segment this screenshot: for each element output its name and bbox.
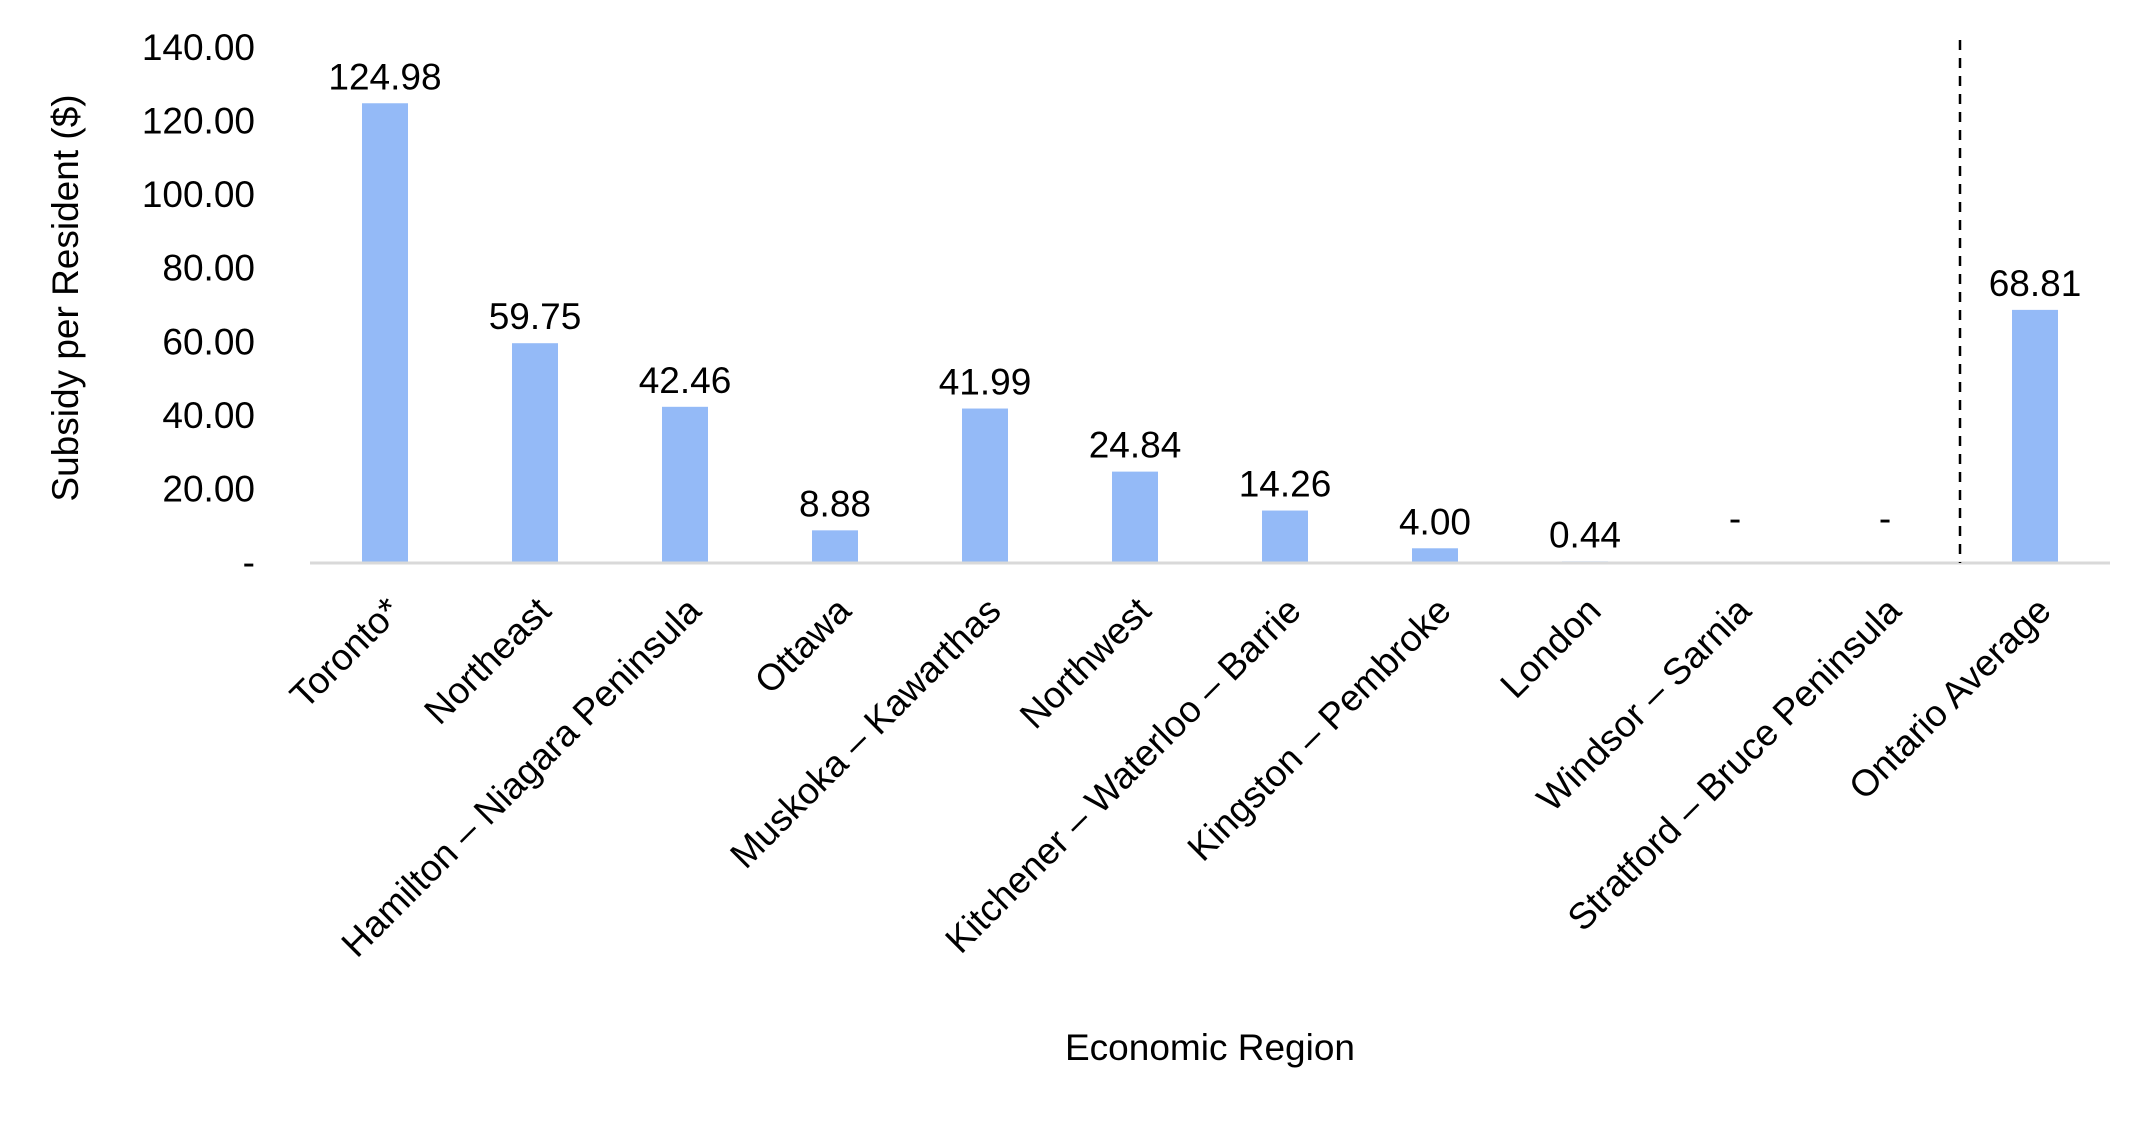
bar bbox=[1112, 471, 1158, 563]
y-tick-label: - bbox=[243, 542, 255, 583]
y-axis-title: Subsidy per Resident ($) bbox=[45, 94, 86, 501]
x-tick-label: Northwest bbox=[1012, 589, 1159, 736]
data-label: 124.98 bbox=[328, 56, 441, 97]
data-label: 14.26 bbox=[1239, 464, 1332, 505]
data-label: 68.81 bbox=[1989, 263, 2082, 304]
x-axis-title: Economic Region bbox=[1065, 1027, 1355, 1068]
x-tick-label: Kingston – Pembroke bbox=[1180, 590, 1459, 869]
data-label: 41.99 bbox=[939, 362, 1032, 403]
y-tick-label: 20.00 bbox=[162, 468, 255, 509]
data-label: - bbox=[1879, 498, 1891, 539]
y-axis-ticks: - 20.00 40.00 60.00 80.00 100.00 120.00 140.00 bbox=[142, 27, 255, 583]
data-label: 0.44 bbox=[1549, 514, 1621, 555]
data-label: - bbox=[1729, 498, 1741, 539]
y-tick-label: 60.00 bbox=[162, 321, 255, 362]
y-tick-label: 80.00 bbox=[162, 248, 255, 289]
y-tick-label: 120.00 bbox=[142, 101, 255, 142]
bar bbox=[1262, 510, 1308, 563]
data-label: 59.75 bbox=[489, 296, 582, 337]
bars bbox=[362, 103, 2058, 564]
bar bbox=[362, 103, 408, 564]
bar bbox=[662, 406, 708, 563]
bar bbox=[1412, 548, 1458, 563]
bar bbox=[2012, 309, 2058, 563]
data-label: 24.84 bbox=[1089, 425, 1182, 466]
bar bbox=[512, 343, 558, 563]
x-tick-label: Toronto* bbox=[282, 590, 408, 716]
data-label: 42.46 bbox=[639, 360, 732, 401]
y-tick-label: 100.00 bbox=[142, 174, 255, 215]
y-tick-label: 140.00 bbox=[142, 27, 255, 68]
bar bbox=[812, 530, 858, 563]
data-label: 4.00 bbox=[1399, 501, 1471, 542]
data-labels: 124.98 59.75 42.46 8.88 41.99 24.84 14.26 4.00 0… bbox=[328, 56, 2081, 555]
x-tick-label: Northeast bbox=[416, 589, 559, 732]
data-label: 8.88 bbox=[799, 483, 871, 524]
bar bbox=[962, 408, 1008, 563]
x-tick-label: London bbox=[1492, 590, 1608, 706]
y-tick-label: 40.00 bbox=[162, 395, 255, 436]
x-tick-label: Muskoka – Kawarthas bbox=[722, 590, 1008, 876]
x-tick-label: Ottawa bbox=[747, 589, 859, 701]
